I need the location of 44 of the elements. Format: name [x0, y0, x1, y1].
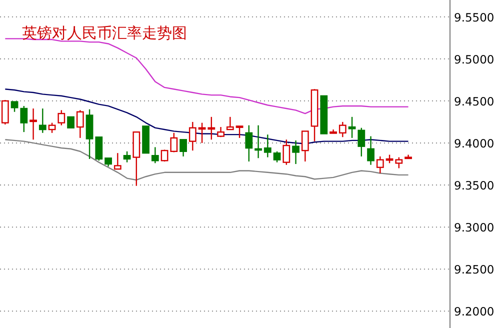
- y-tick-label: 9.4500: [454, 94, 494, 108]
- candlestick: [292, 140, 300, 165]
- candlestick: [245, 124, 253, 162]
- candlestick: [160, 149, 168, 162]
- y-tick-label: 9.4000: [454, 136, 494, 150]
- y-tick-label: 9.2000: [454, 304, 494, 319]
- candlestick: [226, 116, 234, 130]
- y-tick-label: 9.3000: [454, 220, 494, 235]
- candlestick: [282, 139, 290, 166]
- candlestick: [376, 156, 384, 174]
- y-tick-label: 9.5500: [454, 10, 494, 24]
- candlestick: [67, 116, 74, 128]
- candlestick: [188, 121, 196, 152]
- candlestick: [208, 116, 216, 140]
- candlestick: [114, 152, 122, 170]
- candlestick: [170, 132, 178, 153]
- candlestick: [358, 127, 366, 158]
- candlestick: [338, 121, 346, 138]
- candlestick: [273, 150, 281, 163]
- candlestick: [86, 108, 94, 160]
- candlestick: [180, 139, 187, 158]
- candlestick: [198, 122, 206, 144]
- candlestick: [20, 105, 28, 133]
- candlestick: [95, 136, 103, 162]
- candlestick: [254, 124, 262, 159]
- candlestick: [123, 150, 131, 163]
- y-tick-label: 9.5000: [454, 52, 494, 66]
- candlestick: [367, 136, 374, 166]
- candlestick: [58, 110, 66, 126]
- candlestick: [48, 122, 56, 134]
- candlestick: [395, 156, 403, 169]
- candlestick: [38, 108, 46, 134]
- candlestick: [30, 108, 37, 140]
- candlestick: [10, 101, 18, 112]
- candlestick: [236, 126, 244, 139]
- text: 英镑对人民币汇率走势图: [22, 24, 187, 42]
- y-tick-label: 9.2500: [454, 262, 494, 277]
- candlestick: [348, 116, 356, 139]
- candlestick: [151, 146, 159, 164]
- candlestick: [1, 99, 9, 126]
- candlestick: [301, 130, 309, 162]
- y-tick-label: 9.3500: [454, 178, 494, 193]
- candlestick: [264, 134, 272, 158]
- candlestick: [76, 110, 84, 139]
